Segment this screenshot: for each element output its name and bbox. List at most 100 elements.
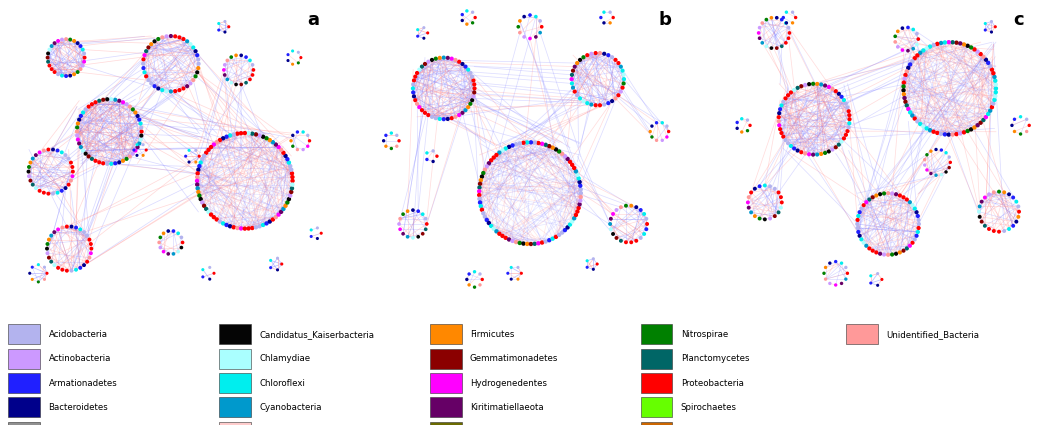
Point [466, 284, 483, 291]
Point [898, 102, 915, 109]
Point [284, 48, 301, 54]
Point [600, 100, 617, 107]
Point [777, 95, 794, 102]
Point [173, 244, 190, 251]
Point [948, 131, 965, 138]
Point [986, 228, 1003, 235]
Point [72, 144, 89, 150]
Point [458, 276, 475, 283]
Point [127, 109, 144, 116]
Point [485, 225, 502, 232]
Point [171, 34, 188, 41]
Point [187, 73, 204, 80]
Point [132, 132, 149, 139]
Point [264, 216, 281, 223]
Point [134, 128, 151, 135]
Point [779, 140, 796, 147]
Point [841, 120, 858, 127]
Point [904, 202, 921, 209]
Point [933, 171, 950, 178]
Point [436, 54, 453, 61]
Point [986, 74, 1003, 80]
Point [813, 81, 830, 88]
Point [472, 281, 489, 288]
Point [173, 234, 190, 241]
Bar [219, 324, 251, 344]
Point [891, 249, 908, 256]
Point [77, 150, 94, 157]
Point [39, 241, 56, 247]
Point [579, 52, 596, 59]
Point [895, 247, 912, 254]
Point [966, 46, 983, 53]
Point [758, 43, 775, 50]
Point [418, 226, 435, 232]
Point [36, 276, 53, 283]
Point [933, 130, 950, 137]
Point [850, 212, 867, 219]
Point [564, 71, 581, 78]
Point [613, 88, 630, 95]
Point [138, 48, 155, 54]
Point [643, 123, 660, 130]
Point [81, 254, 98, 261]
Point [132, 136, 149, 143]
Bar [640, 349, 672, 368]
Bar [8, 373, 40, 393]
Point [40, 254, 57, 261]
Point [588, 261, 605, 267]
Point [771, 114, 788, 121]
Point [785, 87, 802, 94]
Point [869, 282, 886, 289]
Text: Cyanobacteria: Cyanobacteria [260, 403, 322, 412]
Point [511, 17, 528, 24]
Point [990, 188, 1007, 195]
Point [192, 159, 209, 166]
Point [69, 136, 86, 143]
Point [773, 130, 790, 136]
Point [23, 276, 40, 283]
Point [948, 39, 965, 46]
Point [782, 89, 799, 96]
Point [458, 8, 475, 14]
Point [618, 239, 635, 246]
Point [904, 112, 921, 119]
Point [54, 224, 71, 231]
Point [254, 133, 271, 140]
Point [136, 69, 153, 76]
Point [900, 65, 917, 71]
Point [876, 190, 893, 197]
Point [450, 112, 467, 119]
Point [766, 185, 783, 192]
Point [940, 164, 957, 171]
Point [602, 9, 619, 16]
Point [959, 128, 976, 134]
Point [190, 166, 207, 173]
Point [1005, 194, 1022, 201]
Point [569, 208, 586, 215]
Point [480, 160, 497, 167]
Point [71, 140, 88, 147]
Text: a: a [306, 11, 319, 29]
Point [463, 73, 480, 80]
Point [602, 215, 619, 222]
Point [189, 69, 206, 76]
Point [192, 196, 209, 203]
Point [308, 235, 325, 242]
Point [122, 103, 139, 110]
Point [462, 70, 479, 76]
Point [858, 199, 874, 206]
Point [258, 135, 275, 142]
Point [130, 140, 147, 147]
Point [973, 198, 990, 205]
Point [979, 110, 996, 117]
Point [284, 178, 301, 184]
Point [208, 216, 225, 223]
Point [827, 88, 844, 94]
Point [613, 238, 630, 244]
Point [61, 72, 78, 79]
Point [987, 77, 1004, 84]
Point [22, 177, 39, 184]
Point [851, 232, 868, 239]
Point [189, 181, 206, 188]
